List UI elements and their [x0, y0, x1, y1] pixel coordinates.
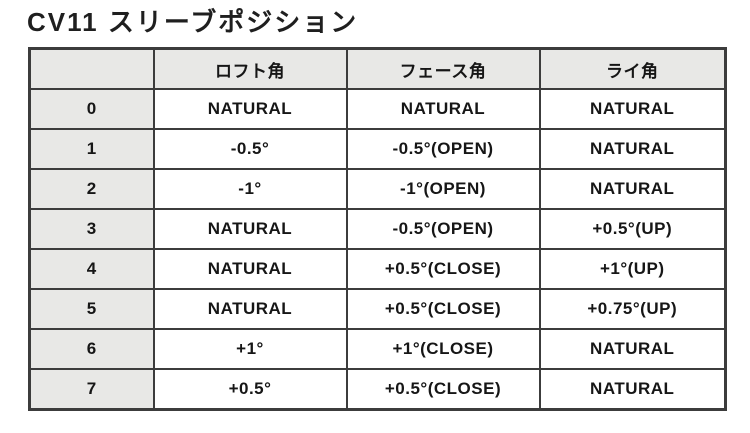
lie-value: NATURAL [538, 168, 727, 210]
loft-value: NATURAL [152, 288, 348, 330]
table-row: 4 NATURAL +0.5°(CLOSE) +1°(UP) [28, 248, 727, 290]
face-value: -0.5°(OPEN) [345, 208, 541, 250]
loft-value: +0.5° [152, 368, 348, 411]
face-value: +0.5°(CLOSE) [345, 248, 541, 290]
table-header-row: ロフト角 フェース角 ライ角 [28, 47, 727, 90]
table-row: 3 NATURAL -0.5°(OPEN) +0.5°(UP) [28, 208, 727, 250]
table-row: 1 -0.5° -0.5°(OPEN) NATURAL [28, 128, 727, 170]
table-row: 6 +1° +1°(CLOSE) NATURAL [28, 328, 727, 370]
lie-value: NATURAL [538, 328, 727, 370]
header-cell-loft: ロフト角 [152, 47, 348, 90]
loft-value: NATURAL [152, 88, 348, 130]
table-row: 0 NATURAL NATURAL NATURAL [28, 88, 727, 130]
sleeve-position-table: ロフト角 フェース角 ライ角 0 NATURAL NATURAL NATURAL… [28, 47, 727, 411]
row-label: 4 [28, 248, 155, 290]
lie-value: +0.75°(UP) [538, 288, 727, 330]
loft-value: NATURAL [152, 208, 348, 250]
table-row: 5 NATURAL +0.5°(CLOSE) +0.75°(UP) [28, 288, 727, 330]
face-value: +0.5°(CLOSE) [345, 368, 541, 411]
header-cell-lie: ライ角 [538, 47, 727, 90]
table-row: 2 -1° -1°(OPEN) NATURAL [28, 168, 727, 210]
row-label: 7 [28, 368, 155, 411]
loft-value: NATURAL [152, 248, 348, 290]
loft-value: -0.5° [152, 128, 348, 170]
row-label: 3 [28, 208, 155, 250]
row-label: 6 [28, 328, 155, 370]
face-value: -0.5°(OPEN) [345, 128, 541, 170]
header-cell-position [28, 47, 155, 90]
face-value: -1°(OPEN) [345, 168, 541, 210]
table-row: 7 +0.5° +0.5°(CLOSE) NATURAL [28, 368, 727, 411]
lie-value: NATURAL [538, 368, 727, 411]
row-label: 1 [28, 128, 155, 170]
face-value: +1°(CLOSE) [345, 328, 541, 370]
face-value: NATURAL [345, 88, 541, 130]
row-label: 0 [28, 88, 155, 130]
loft-value: -1° [152, 168, 348, 210]
lie-value: NATURAL [538, 128, 727, 170]
face-value: +0.5°(CLOSE) [345, 288, 541, 330]
header-cell-face: フェース角 [345, 47, 541, 90]
page-title: CV11 スリーブポジション [27, 7, 359, 37]
lie-value: +0.5°(UP) [538, 208, 727, 250]
row-label: 2 [28, 168, 155, 210]
row-label: 5 [28, 288, 155, 330]
lie-value: NATURAL [538, 88, 727, 130]
loft-value: +1° [152, 328, 348, 370]
lie-value: +1°(UP) [538, 248, 727, 290]
